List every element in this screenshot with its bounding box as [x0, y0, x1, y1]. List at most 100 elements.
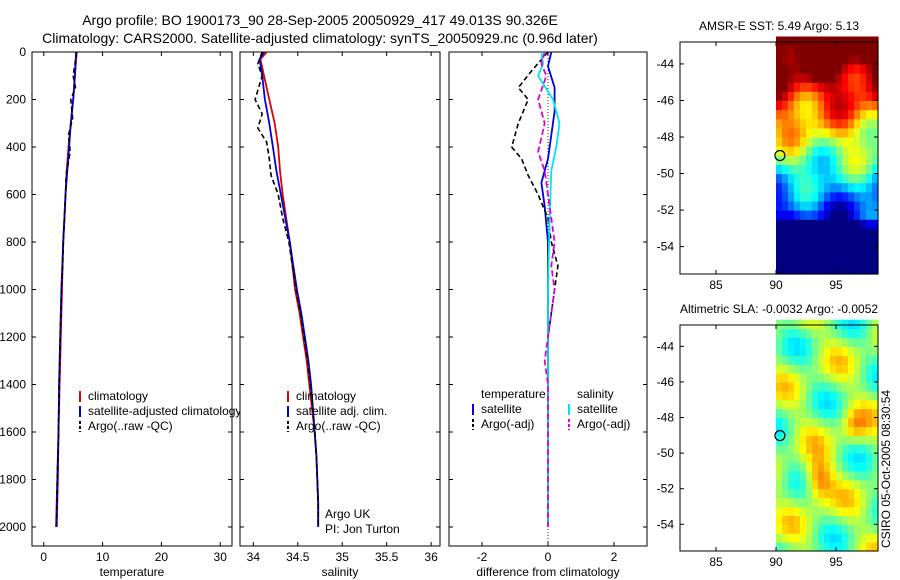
heatmap-cell [824, 506, 831, 516]
heatmap-cell [866, 127, 873, 138]
heatmap-cell [830, 453, 837, 463]
heatmap-cell [824, 109, 831, 120]
salinity-panel: 34 34.5 35 35.5 36 salinity climatologysatelli… [239, 51, 441, 579]
heatmap-cell [806, 497, 813, 508]
heatmap-cell [848, 364, 855, 374]
heatmap-cell [866, 381, 873, 392]
heatmap-cell [836, 355, 843, 365]
heatmap-cell [782, 453, 789, 463]
heatmap-cell [848, 417, 855, 427]
heatmap-cell [812, 246, 819, 257]
heatmap-cell [842, 435, 849, 445]
heatmap-cell [854, 246, 861, 257]
heatmap-cell [854, 228, 861, 238]
heatmap-cell [812, 210, 819, 220]
heatmap-cell [824, 210, 831, 220]
heatmap-cell [824, 63, 831, 74]
heatmap-cell [788, 146, 795, 156]
heatmap-cell [776, 364, 783, 374]
legend-label: Argo(-adj) [481, 417, 534, 431]
heatmap-cell [818, 408, 825, 419]
heatmap-cell [854, 91, 861, 101]
heatmap-cell [854, 435, 861, 445]
heatmap-cell [848, 355, 855, 365]
heatmap-cell [818, 237, 825, 248]
heatmap-cell [782, 346, 789, 356]
heatmap-cell [860, 219, 867, 229]
argo-position-marker [774, 429, 786, 442]
heatmap-cell [854, 109, 861, 120]
heatmap-cell [812, 435, 819, 445]
heatmap-cell [776, 82, 783, 92]
heatmap-cell [800, 228, 807, 238]
heatmap-cell [860, 182, 867, 193]
heatmap-cell [812, 533, 819, 543]
heatmap-cell [788, 91, 795, 101]
heatmap-cell [782, 390, 789, 401]
heatmap-cell [830, 264, 837, 275]
heatmap-cell [860, 328, 867, 339]
heatmap-cell [818, 515, 825, 525]
heatmap-cell [806, 164, 813, 175]
heatmap-cell [860, 462, 867, 472]
heatmap-cell [830, 73, 837, 83]
heatmap-cell [842, 515, 849, 525]
heatmap-cell [776, 542, 783, 552]
heatmap-cell [824, 426, 831, 436]
heatmap-cell [800, 246, 807, 257]
heatmap-cell [806, 45, 813, 56]
heatmap-cell [866, 82, 873, 92]
heatmap-cell [800, 479, 807, 490]
heatmap-cell [842, 191, 849, 202]
heatmap-cell [860, 542, 867, 552]
heatmap-cell [866, 479, 873, 490]
heatmap-cell [848, 435, 855, 445]
heatmap-cell [848, 118, 855, 129]
heatmap-cell [800, 146, 807, 156]
heatmap-cell [782, 515, 789, 525]
heatmap-cell [860, 408, 867, 419]
heatmap-cell [842, 488, 849, 499]
heatmap-cell [848, 408, 855, 419]
heatmap-cell [866, 497, 873, 508]
heatmap-cell [812, 228, 819, 238]
heatmap-cell [800, 399, 807, 410]
heatmap-cell [818, 346, 825, 356]
heatmap-cell [794, 54, 801, 65]
heatmap-cell [872, 462, 879, 472]
heatmap-cell [842, 255, 849, 266]
heatmap-cell [836, 346, 843, 356]
heatmap-cell [830, 182, 837, 193]
heatmap-cell [854, 346, 861, 356]
heatmap-cell [836, 146, 843, 156]
heatmap-cell [818, 542, 825, 552]
heatmap-cell [860, 164, 867, 175]
heatmap-cell [800, 264, 807, 275]
heatmap-cell [848, 488, 855, 499]
heatmap-cell [836, 462, 843, 472]
heatmap-cell [872, 364, 879, 374]
heatmap-cell [872, 146, 879, 156]
heatmap-cell [848, 173, 855, 184]
heatmap-cell [830, 488, 837, 499]
heatmap-cell [872, 219, 879, 229]
heatmap-cell [782, 246, 789, 257]
heatmap-cell [794, 264, 801, 275]
heatmap-cell [800, 533, 807, 543]
heatmap-cell [860, 146, 867, 156]
heatmap-cell [782, 364, 789, 374]
y-tick-label: -48 [657, 411, 675, 425]
series-line-argo [254, 51, 320, 527]
heatmap-cell [842, 542, 849, 552]
heatmap-cell [866, 364, 873, 374]
heatmap-cell [872, 479, 879, 490]
heatmap-cell [842, 337, 849, 347]
heatmap-cell [800, 173, 807, 184]
heatmap-cell [836, 399, 843, 410]
y-tick-label: -44 [657, 57, 675, 71]
heatmap-cell [776, 506, 783, 516]
heatmap-cell [866, 237, 873, 248]
sla-map: -44 -46 -48 -50 -52 -54 85 90 95 Altimetric SLA: … [657, 302, 879, 569]
heatmap-cell [866, 453, 873, 463]
heatmap-cell [788, 36, 795, 47]
